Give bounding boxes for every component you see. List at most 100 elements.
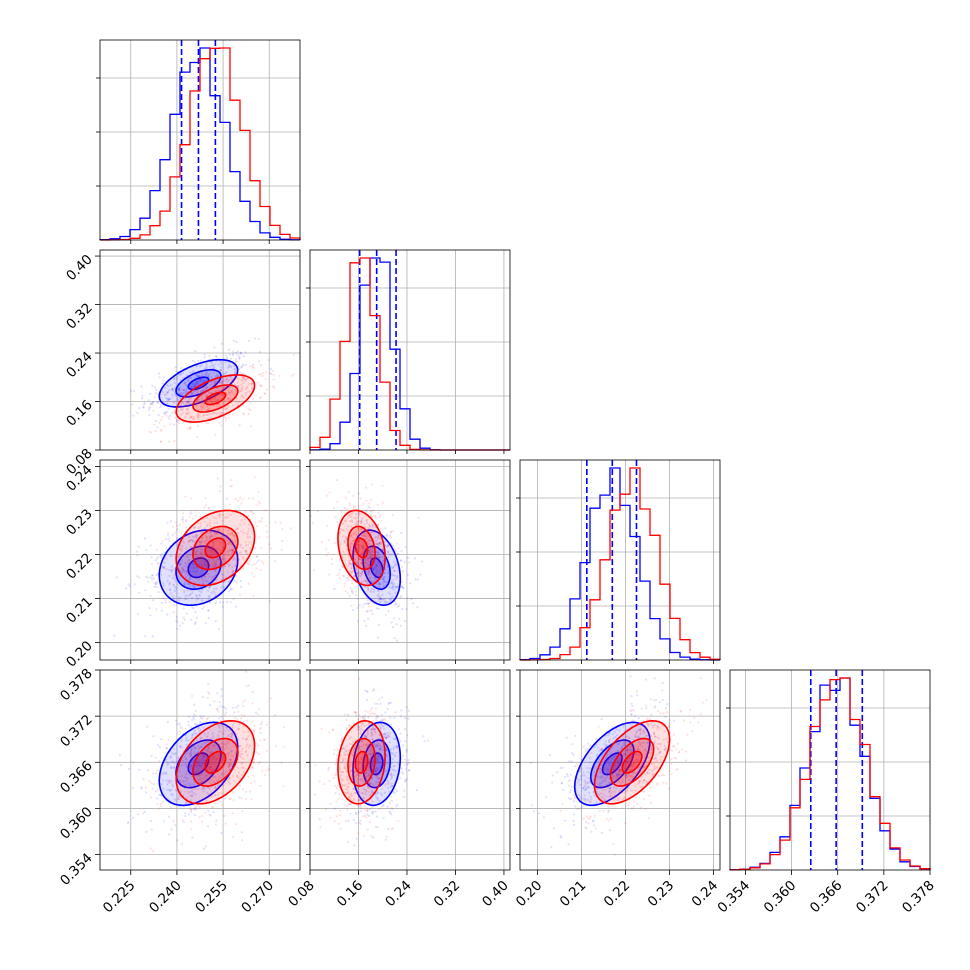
x-tick-label: 0.255 [192,878,231,917]
density-fill [176,510,255,586]
density-fill [363,740,391,788]
y-tick-label: 0.21 [63,594,96,627]
panel-grid [520,670,720,870]
density-fill [622,751,642,774]
x-tick-label: 0.20 [513,878,546,911]
density-fill [188,377,209,390]
contour-line-series-1 [204,391,227,406]
hist-panel-0 [96,39,301,241]
contour-line-series-1 [347,737,376,787]
x-tick-label: 0.354 [715,878,754,917]
panel-grid [310,460,510,660]
contour-line-series-1 [192,384,239,413]
contour-line-series-1 [347,525,376,571]
hist-frame-2 [519,459,721,661]
density-fill [192,738,238,787]
contour-line-series-0 [601,752,623,776]
x-tick-label: 0.378 [899,878,938,917]
contour-line-series-0 [369,752,384,776]
density-fill [337,720,386,804]
panel-frame [519,669,721,871]
density-fill [159,722,238,806]
x-tick-label: 0.240 [146,878,185,917]
density-fill [176,720,255,804]
y-tick-label: 0.366 [57,758,96,797]
x-tick-label: 0.16 [334,878,367,911]
contour-line-series-0 [187,376,210,391]
y-tick-label: 0.32 [63,300,96,333]
density-fill [159,530,238,606]
density-fill [205,538,226,558]
contour-line-series-1 [175,509,256,587]
density-fill [590,740,634,788]
contour-line-series-0 [352,529,402,607]
histogram-series-1 [520,467,721,661]
hist-panel-1 [306,249,511,451]
contour-line-series-0 [187,557,210,579]
contour-line-series-1 [204,750,227,774]
panel-frame [309,459,511,661]
hist-frame-3 [729,669,931,871]
contour-line-series-0 [362,545,392,590]
density-fill [176,369,221,397]
x-tick-label: 0.372 [853,878,892,917]
density-fill [176,740,221,788]
x-tick-label: 0.23 [645,878,678,911]
scatter-panel-2-1 [309,459,511,661]
scatter-points-series-1 [559,677,708,856]
density-fill [192,385,238,412]
y-tick-label: 0.24 [63,349,96,382]
x-tick-label: 0.360 [761,878,800,917]
contour-line-series-1 [204,537,227,559]
y-tick-label: 0.360 [57,804,96,843]
contour-line-series-1 [354,537,369,559]
x-tick-label: 0.21 [557,878,590,911]
scatter-points-series-0 [318,689,430,847]
x-tick-label: 0.08 [285,878,318,911]
density-fill [363,546,391,590]
hist-grid-0 [100,40,300,240]
contour-line-series-1 [621,750,643,774]
y-tick-label: 0.23 [63,506,96,539]
x-tick-label: 0.225 [100,878,139,917]
density-fill [205,392,226,405]
x-tick-label: 0.366 [807,878,846,917]
density-fill [355,751,368,774]
density-fill [348,526,376,570]
histogram-series-1 [729,677,931,871]
contour-line-series-1 [175,374,256,423]
x-tick-label: 0.22 [601,878,634,911]
contour-line-series-1 [354,750,369,774]
density-fill [355,538,368,558]
x-tick-label: 0.270 [238,878,277,917]
panel-grid [100,460,300,660]
histogram-series-0 [729,677,931,871]
density-fill [348,738,376,787]
contour-line-series-1 [192,525,239,571]
histogram-series-1 [100,47,301,241]
scatter-panel-3-0 [99,669,301,871]
density-fill [337,510,386,586]
y-tick-label: 0.16 [63,397,96,430]
contour-line-series-1 [192,737,239,787]
y-tick-label: 0.20 [63,638,96,671]
contour-line-series-0 [187,752,210,776]
hist-frame-1 [309,249,511,451]
scatter-panel-3-2 [519,669,721,871]
histogram-series-0 [99,47,301,241]
panel-grid [310,670,510,870]
panel-frame [309,669,511,871]
x-tick-label: 0.40 [479,878,512,911]
contour-line-series-1 [609,737,655,787]
scatter-points-series-0 [113,497,284,638]
contour-line-series-0 [589,739,635,789]
contour-line-series-1 [593,719,671,805]
x-tick-label: 0.32 [431,878,464,911]
hist-grid-3 [730,670,930,870]
contour-line-series-0 [158,358,239,408]
hist-panel-2 [516,459,721,661]
hist-frame-0 [99,39,301,241]
y-tick-label: 0.22 [63,550,96,583]
contour-line-series-0 [158,529,239,606]
